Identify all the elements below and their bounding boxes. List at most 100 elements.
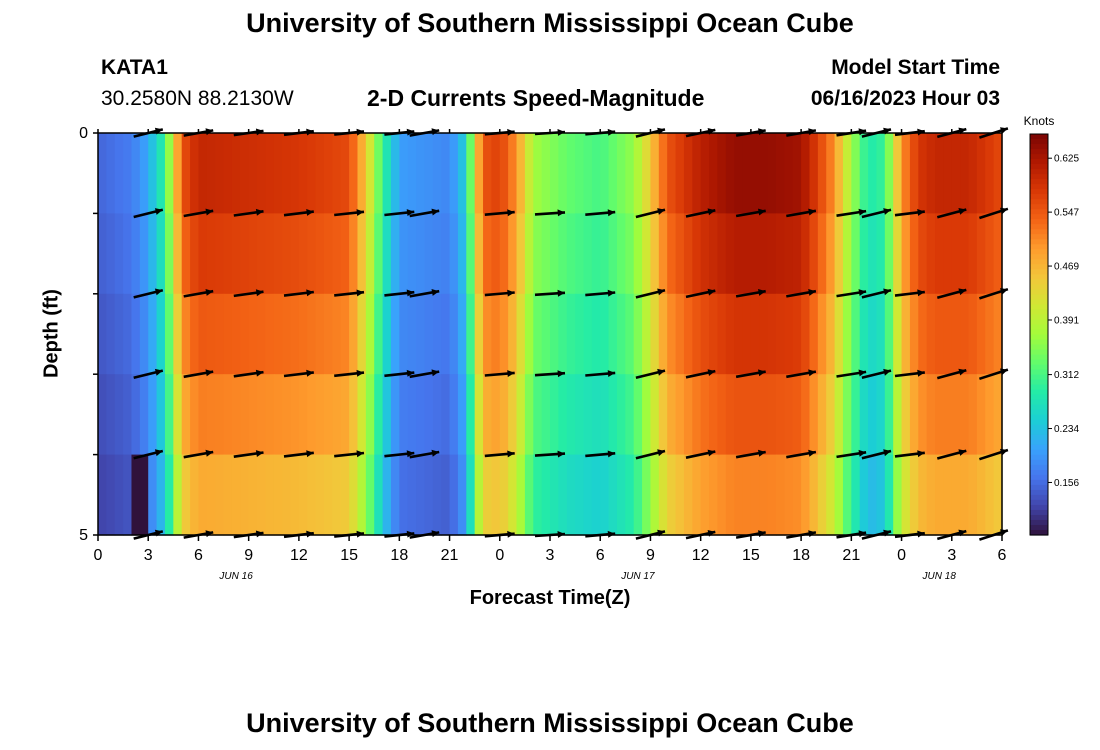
heatmap-cell xyxy=(675,374,685,456)
heatmap-cell xyxy=(340,213,350,295)
vector-head xyxy=(356,369,364,377)
heatmap-cell xyxy=(399,374,409,456)
vector-head xyxy=(431,289,440,296)
current-vector xyxy=(334,450,365,458)
vector-head xyxy=(958,208,967,215)
heatmap-cell xyxy=(231,454,241,536)
heatmap-cell xyxy=(106,213,116,295)
heatmap-cell xyxy=(935,374,945,456)
x-tick-label: 0 xyxy=(495,547,504,564)
heatmap-cell xyxy=(332,454,342,536)
heatmap-cell xyxy=(257,454,267,536)
current-vector xyxy=(233,369,264,378)
current-vector xyxy=(936,208,967,219)
heatmap-cell xyxy=(642,133,652,214)
current-speed-chart: 0 3 6 9 12 15 18 21 0 3 6 9 12 15 18 21 0 3 6 JUN 16 JUN 17 J… xyxy=(79,114,1079,609)
heatmap-cell xyxy=(240,213,250,295)
heatmap-cell xyxy=(332,133,342,214)
vector-head xyxy=(707,449,716,457)
heatmap-cell xyxy=(675,454,685,536)
heatmap-cell xyxy=(876,133,886,214)
colorbar-tick-label: 0.625 xyxy=(1054,154,1079,165)
colorbar-segment xyxy=(1030,414,1048,421)
vector-head xyxy=(255,369,264,377)
heatmap-cell xyxy=(943,293,953,375)
heatmap-cell xyxy=(508,454,518,536)
heatmap-cell xyxy=(541,133,551,214)
colorbar-units: Knots xyxy=(1024,114,1055,128)
heatmap-cell xyxy=(324,133,333,214)
current-vector xyxy=(484,209,515,217)
colorbar-segment xyxy=(1030,359,1048,366)
heatmap-cell xyxy=(282,374,292,456)
current-vector xyxy=(183,369,214,379)
heatmap-cell xyxy=(750,454,760,536)
colorbar-tick-label: 0.234 xyxy=(1054,424,1079,435)
heatmap-cell xyxy=(809,213,819,295)
colorbar-tick-label: 0.156 xyxy=(1054,478,1079,489)
heatmap-cell xyxy=(600,293,610,375)
heatmap-cell xyxy=(181,133,191,214)
colorbar-segment xyxy=(1030,239,1048,245)
current-vector xyxy=(534,450,566,458)
heatmap-cell xyxy=(357,293,367,375)
heatmap-cell xyxy=(550,374,559,456)
heatmap-cell xyxy=(466,293,476,375)
heatmap-cell xyxy=(248,374,258,456)
heatmap-cell xyxy=(976,133,986,214)
heatmap-cell xyxy=(223,133,233,214)
heatmap-cell xyxy=(784,374,794,456)
colorbar-segment xyxy=(1030,184,1048,190)
heatmap-cell xyxy=(223,213,233,295)
date-label: JUN 17 xyxy=(620,571,655,582)
vector-head xyxy=(758,208,766,216)
vector-head xyxy=(306,369,314,377)
heatmap-cell xyxy=(650,374,660,456)
vector-head xyxy=(406,209,415,216)
heatmap-cell xyxy=(608,293,618,375)
heatmap-cell xyxy=(709,293,719,375)
colorbar-segment xyxy=(1030,424,1048,431)
heatmap-cell xyxy=(709,213,719,295)
heatmap-cell xyxy=(148,454,158,536)
vector-head xyxy=(958,368,967,376)
heatmap-cell xyxy=(650,454,660,536)
colorbar-segment xyxy=(1030,494,1048,501)
heatmap-cell xyxy=(374,133,384,214)
heatmap-cell xyxy=(390,454,400,536)
colorbar-segment xyxy=(1030,479,1048,486)
current-vector xyxy=(334,209,365,217)
vector-head xyxy=(557,450,565,458)
heatmap-cell xyxy=(198,133,208,214)
heatmap-cell xyxy=(926,293,936,375)
heatmap-cell xyxy=(273,133,283,214)
heatmap-cell xyxy=(390,213,400,295)
heatmap-cell xyxy=(424,213,434,295)
heatmap-cell xyxy=(625,374,635,456)
x-tick-label: 18 xyxy=(390,547,408,564)
heatmap-cell xyxy=(683,293,693,375)
heatmap-cell xyxy=(868,133,878,214)
colorbar-segment xyxy=(1030,209,1048,215)
heatmap-cell xyxy=(315,454,325,536)
heatmap-cell xyxy=(290,374,300,456)
heatmap-cell xyxy=(139,293,149,375)
heatmap-cell xyxy=(382,374,392,456)
colorbar-segment xyxy=(1030,389,1048,396)
heatmap-cell xyxy=(575,374,585,456)
heatmap-cell xyxy=(123,293,133,375)
heatmap-cell xyxy=(265,133,275,214)
vector-head xyxy=(958,288,967,296)
heatmap-cell xyxy=(700,454,710,536)
heatmap-cell xyxy=(265,374,275,456)
heatmap-cell xyxy=(357,374,367,456)
heatmap-cell xyxy=(667,454,677,536)
heatmap-cell xyxy=(106,454,116,536)
current-vector xyxy=(685,208,716,218)
heatmap-cell xyxy=(533,133,543,214)
heatmap-layer xyxy=(98,133,1003,536)
heatmap-cell xyxy=(382,213,392,295)
heatmap-cell xyxy=(424,133,434,214)
heatmap-cell xyxy=(968,293,978,375)
heatmap-cell xyxy=(734,454,744,536)
